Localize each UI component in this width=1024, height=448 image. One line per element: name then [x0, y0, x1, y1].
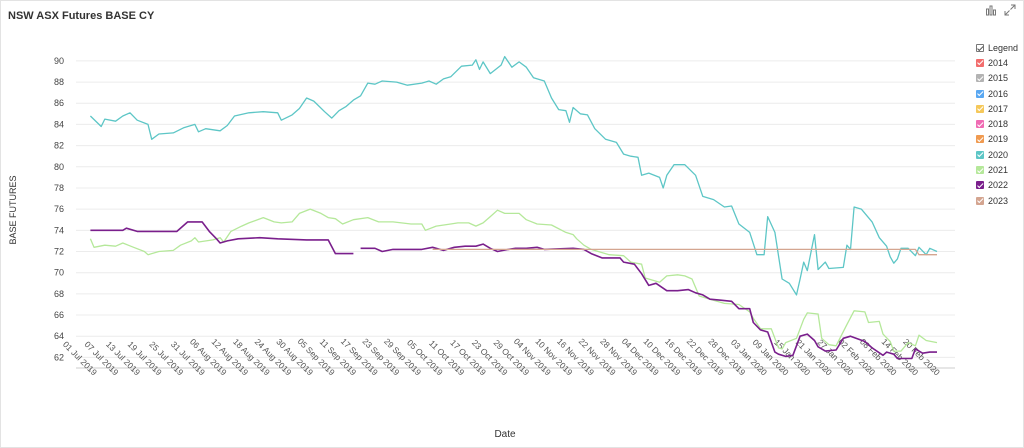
series-line-2020	[89, 55, 938, 296]
legend-label: 2021	[988, 165, 1009, 176]
x-axis-label: Date	[494, 429, 516, 440]
bar-chart-icon[interactable]	[985, 3, 997, 16]
y-tick-label: 74	[54, 225, 64, 235]
y-tick-label: 78	[54, 183, 64, 193]
checkbox-icon	[976, 166, 984, 175]
checkbox-icon	[976, 104, 984, 113]
legend-item-2023[interactable]: 2023	[976, 193, 1018, 208]
legend-label: 2018	[988, 119, 1009, 130]
legend-item-2014[interactable]: 2014	[976, 55, 1018, 70]
legend-item-2019[interactable]: 2019	[976, 132, 1018, 147]
y-tick-label: 80	[54, 162, 64, 172]
legend-label: 2019	[988, 134, 1009, 145]
checkbox-icon	[976, 135, 984, 144]
legend-label: 2022	[988, 180, 1009, 191]
y-tick-label: 70	[54, 268, 64, 278]
legend-label: 2017	[988, 103, 1009, 114]
y-axis-label: BASE FUTURES	[8, 175, 18, 244]
checkbox-icon	[976, 89, 984, 98]
series-line-2023	[432, 248, 937, 256]
y-tick-label: 68	[54, 289, 64, 299]
legend-item-2020[interactable]: 2020	[976, 147, 1018, 162]
legend-label: 2015	[988, 73, 1009, 84]
legend: Legend 2014 2015 2016 2017 2018 2019 2020 2021 2…	[976, 40, 1018, 208]
y-tick-label: 88	[54, 77, 64, 87]
y-tick-label: 64	[54, 331, 64, 341]
legend-label: 2023	[988, 195, 1009, 206]
y-tick-label: 72	[54, 247, 64, 257]
legend-item-2017[interactable]: 2017	[976, 101, 1018, 116]
legend-label: 2016	[988, 88, 1009, 99]
legend-toggle-all[interactable]: Legend	[976, 40, 1018, 55]
plot-lines	[89, 55, 938, 360]
checkbox-icon	[976, 120, 984, 129]
checkbox-icon	[976, 196, 984, 205]
legend-item-2021[interactable]: 2021	[976, 162, 1018, 177]
checkbox-icon	[976, 74, 984, 83]
gridlines	[76, 60, 955, 369]
series-line-2022	[90, 221, 937, 360]
y-tick-label: 86	[54, 98, 64, 108]
legend-item-2016[interactable]: 2016	[976, 86, 1018, 101]
checkbox-icon	[976, 150, 984, 159]
series-line-2021	[89, 208, 938, 352]
legend-label: 2014	[988, 57, 1009, 68]
legend-item-2022[interactable]: 2022	[976, 178, 1018, 193]
y-tick-label: 76	[54, 204, 64, 214]
checkbox-icon	[976, 58, 984, 67]
y-axis: 62 64 66 68 70 72 74 76 78 80 82 84 86 88 90	[54, 56, 64, 363]
legend-item-2015[interactable]: 2015	[976, 71, 1018, 86]
y-tick-label: 66	[54, 310, 64, 320]
legend-header: Legend	[988, 42, 1019, 53]
checkbox-icon	[976, 43, 984, 52]
y-tick-label: 82	[54, 141, 64, 151]
legend-label: 2020	[988, 149, 1009, 160]
checkbox-icon	[976, 181, 984, 190]
y-tick-label: 62	[54, 352, 64, 362]
y-tick-label: 90	[54, 56, 64, 66]
chart-title: NSW ASX Futures BASE CY	[8, 10, 155, 22]
expand-icon[interactable]	[1004, 3, 1016, 16]
legend-item-2018[interactable]: 2018	[976, 116, 1018, 131]
y-tick-label: 84	[54, 119, 64, 129]
